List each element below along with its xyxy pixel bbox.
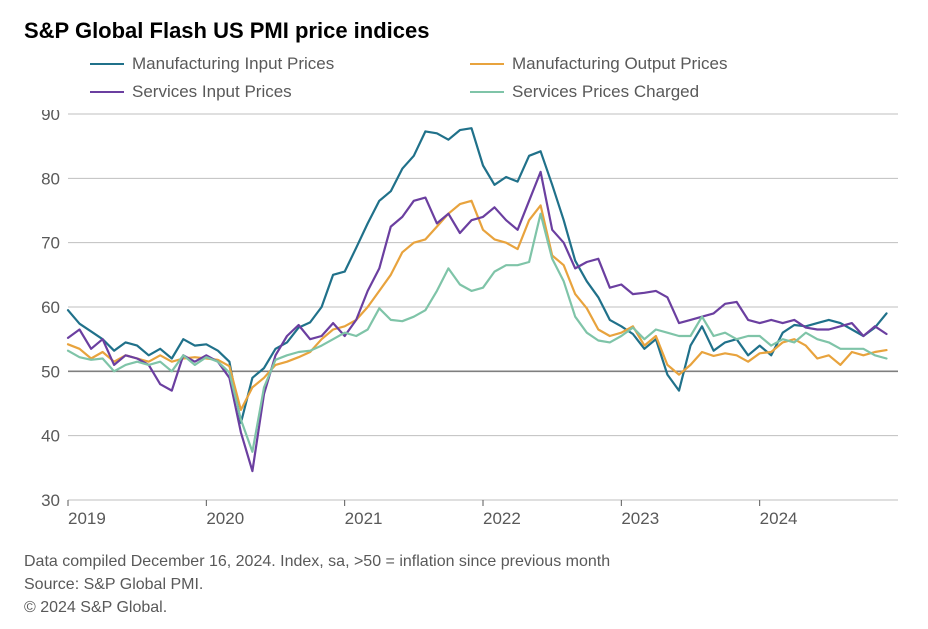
legend-item: Services Prices Charged — [470, 78, 850, 106]
svg-text:2022: 2022 — [483, 509, 521, 528]
legend-label: Services Prices Charged — [512, 82, 699, 102]
legend-swatch — [90, 63, 124, 65]
svg-text:80: 80 — [41, 169, 60, 188]
chart-legend: Manufacturing Input Prices Manufacturing … — [90, 50, 910, 106]
legend-item: Manufacturing Input Prices — [90, 50, 470, 78]
svg-text:2023: 2023 — [621, 509, 659, 528]
legend-label: Services Input Prices — [132, 82, 292, 102]
svg-text:2019: 2019 — [68, 509, 106, 528]
legend-swatch — [90, 91, 124, 93]
svg-text:2020: 2020 — [206, 509, 244, 528]
legend-item: Services Input Prices — [90, 78, 470, 106]
chart-title: S&P Global Flash US PMI price indices — [24, 18, 908, 44]
legend-swatch — [470, 63, 504, 65]
svg-text:40: 40 — [41, 427, 60, 446]
legend-label: Manufacturing Input Prices — [132, 54, 334, 74]
svg-text:90: 90 — [41, 110, 60, 124]
footer-line-3: © 2024 S&P Global. — [24, 596, 908, 619]
line-chart-svg: 30 40 50 60 70 80 90 2019 2020 2021 2022 2023 2024 — [20, 110, 908, 540]
svg-text:50: 50 — [41, 362, 60, 381]
svg-text:30: 30 — [41, 491, 60, 510]
svg-text:2021: 2021 — [345, 509, 383, 528]
legend-label: Manufacturing Output Prices — [512, 54, 727, 74]
legend-item: Manufacturing Output Prices — [470, 50, 850, 78]
chart-page: { "title": "S&P Global Flash US PMI pric… — [0, 0, 928, 629]
footer-line-2: Source: S&P Global PMI. — [24, 573, 908, 596]
svg-text:60: 60 — [41, 298, 60, 317]
chart-plot-area: 30 40 50 60 70 80 90 2019 2020 2021 2022 2023 2024 — [20, 110, 908, 540]
svg-text:70: 70 — [41, 234, 60, 253]
chart-footer: Data compiled December 16, 2024. Index, … — [24, 550, 908, 620]
footer-line-1: Data compiled December 16, 2024. Index, … — [24, 550, 908, 573]
svg-text:2024: 2024 — [760, 509, 798, 528]
legend-swatch — [470, 91, 504, 93]
